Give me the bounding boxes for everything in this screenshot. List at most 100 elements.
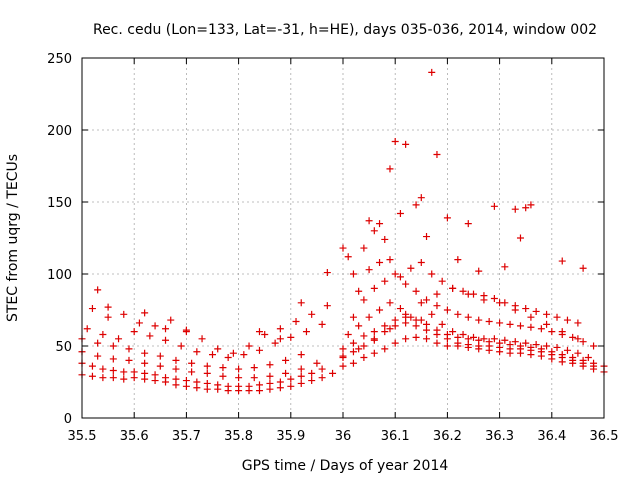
data-point — [235, 374, 243, 382]
series-arc-3 — [78, 348, 321, 382]
data-point — [386, 256, 394, 264]
data-point — [339, 362, 347, 370]
data-point — [522, 305, 530, 313]
y-tick-label: 100 — [47, 268, 72, 283]
chart-title: Rec. cedu (Lon=133, Lat=-31, h=HE), days… — [93, 22, 597, 38]
data-point — [449, 284, 457, 292]
data-point — [349, 313, 357, 321]
data-point — [511, 306, 519, 314]
data-point — [297, 365, 305, 373]
x-tick-label: 36.2 — [433, 429, 462, 444]
data-point — [99, 365, 107, 373]
data-point — [516, 234, 524, 242]
data-point — [182, 328, 190, 336]
data-point — [423, 296, 431, 304]
marks-layer — [78, 68, 608, 395]
data-point — [496, 319, 504, 327]
data-point — [590, 359, 598, 367]
data-point — [365, 266, 373, 274]
data-point — [141, 349, 149, 357]
data-point — [182, 377, 190, 385]
data-point — [412, 201, 420, 209]
x-tick-label: 36.5 — [590, 429, 619, 444]
data-point — [344, 253, 352, 261]
data-point — [370, 227, 378, 235]
data-point — [203, 369, 211, 377]
data-point — [167, 316, 175, 324]
x-tick-label: 35.6 — [120, 429, 149, 444]
data-point — [323, 302, 331, 310]
data-point — [339, 345, 347, 353]
y-tick-label: 50 — [55, 340, 72, 355]
data-point — [532, 341, 540, 349]
data-point — [548, 328, 556, 336]
x-axis-label: GPS time / Days of year 2014 — [242, 458, 449, 474]
data-point — [584, 354, 592, 362]
data-point — [355, 322, 363, 330]
data-point — [381, 345, 389, 353]
data-point — [402, 310, 410, 318]
data-point — [417, 299, 425, 307]
data-point — [553, 313, 561, 321]
data-point — [162, 325, 170, 333]
data-point — [172, 365, 180, 373]
data-point — [297, 299, 305, 307]
x-tick-label: 35.9 — [276, 429, 305, 444]
data-point — [381, 322, 389, 330]
data-point — [292, 318, 300, 326]
data-point — [558, 257, 566, 265]
data-point — [464, 290, 472, 298]
data-point — [506, 320, 514, 328]
data-point — [141, 359, 149, 367]
series-arc-13 — [339, 68, 587, 278]
data-point — [329, 369, 337, 377]
data-point — [360, 244, 368, 252]
data-point — [250, 364, 258, 372]
data-point — [433, 326, 441, 334]
x-tick-label: 35.8 — [224, 429, 253, 444]
data-point — [563, 346, 571, 354]
data-point — [120, 368, 128, 376]
data-point — [365, 313, 373, 321]
data-point — [360, 296, 368, 304]
data-point — [188, 368, 196, 376]
data-point — [459, 330, 467, 338]
data-point — [177, 342, 185, 350]
data-point — [349, 359, 357, 367]
data-point — [402, 280, 410, 288]
data-point — [423, 320, 431, 328]
data-point — [543, 320, 551, 328]
data-point — [396, 273, 404, 281]
data-point — [569, 354, 577, 362]
data-point — [109, 342, 117, 350]
data-point — [245, 382, 253, 390]
series-arc-14 — [339, 313, 608, 370]
series-arc-4 — [78, 335, 305, 373]
data-point — [130, 368, 138, 376]
data-point — [417, 258, 425, 266]
data-point — [109, 374, 117, 382]
data-point — [203, 362, 211, 370]
data-point — [449, 328, 457, 336]
data-point — [464, 335, 472, 343]
series-arc-6 — [88, 302, 331, 357]
data-point — [339, 244, 347, 252]
data-point — [198, 335, 206, 343]
data-point — [470, 333, 477, 341]
data-point — [282, 369, 290, 377]
data-point — [579, 356, 587, 364]
data-point — [360, 342, 368, 350]
data-point — [135, 319, 143, 327]
data-point — [344, 330, 352, 338]
series-arc-7 — [94, 269, 331, 343]
data-point — [438, 320, 446, 328]
data-point — [428, 310, 436, 318]
data-point — [396, 210, 404, 218]
x-tick-label: 35.5 — [68, 429, 97, 444]
data-point — [297, 351, 305, 359]
data-point — [480, 296, 488, 304]
data-point — [516, 322, 524, 330]
data-point — [480, 335, 488, 343]
data-point — [543, 342, 551, 350]
data-point — [224, 382, 232, 390]
